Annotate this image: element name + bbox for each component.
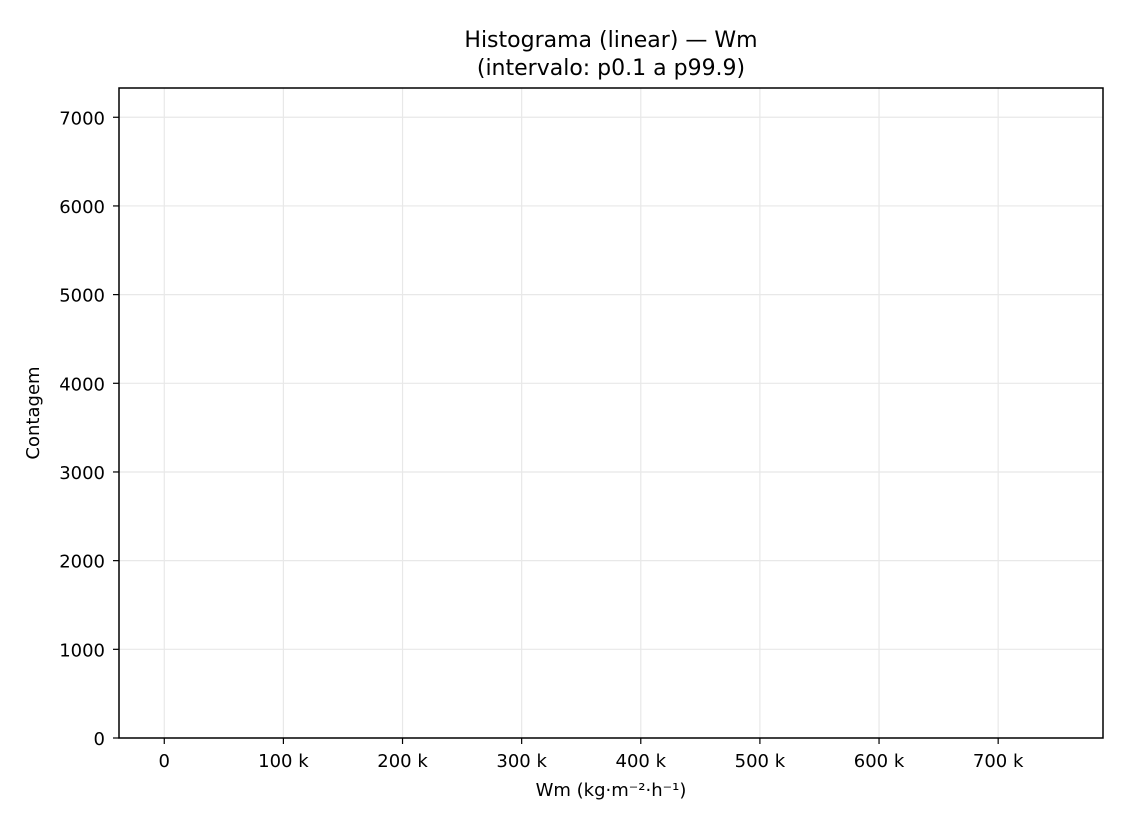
y-tick-label: 2000 bbox=[59, 552, 105, 573]
x-tick-label: 100 k bbox=[258, 751, 309, 772]
x-tick-label: 200 k bbox=[377, 751, 428, 772]
y-tick-label: 1000 bbox=[59, 640, 105, 661]
x-tick-label: 0 bbox=[159, 751, 170, 772]
y-tick-label: 6000 bbox=[59, 197, 105, 218]
x-axis-ticks: 0 100 k 200 k 300 k 400 k 500 k 600 k 700 k bbox=[159, 738, 1024, 772]
x-tick-label: 400 k bbox=[616, 751, 667, 772]
plot-area-frame bbox=[118, 87, 1104, 739]
grid-lines bbox=[119, 88, 1103, 738]
y-axis-label: Contagem bbox=[23, 366, 44, 459]
y-tick-label: 0 bbox=[94, 729, 105, 750]
x-tick-label: 500 k bbox=[735, 751, 786, 772]
y-tick-label: 5000 bbox=[59, 286, 105, 307]
x-tick-label: 300 k bbox=[496, 751, 547, 772]
y-tick-label: 3000 bbox=[59, 463, 105, 484]
chart-title: Histograma (linear) — Wm bbox=[464, 28, 757, 53]
x-tick-label: 600 k bbox=[854, 751, 905, 772]
x-tick-label: 700 k bbox=[973, 751, 1024, 772]
chart-subtitle: (intervalo: p0.1 a p99.9) bbox=[477, 56, 745, 81]
y-tick-label: 4000 bbox=[59, 374, 105, 395]
x-axis-label: Wm (kg·m⁻²·h⁻¹) bbox=[536, 780, 687, 801]
y-axis-ticks: 0 1000 2000 3000 4000 5000 6000 7000 bbox=[59, 108, 119, 750]
y-tick-label: 7000 bbox=[59, 108, 105, 129]
